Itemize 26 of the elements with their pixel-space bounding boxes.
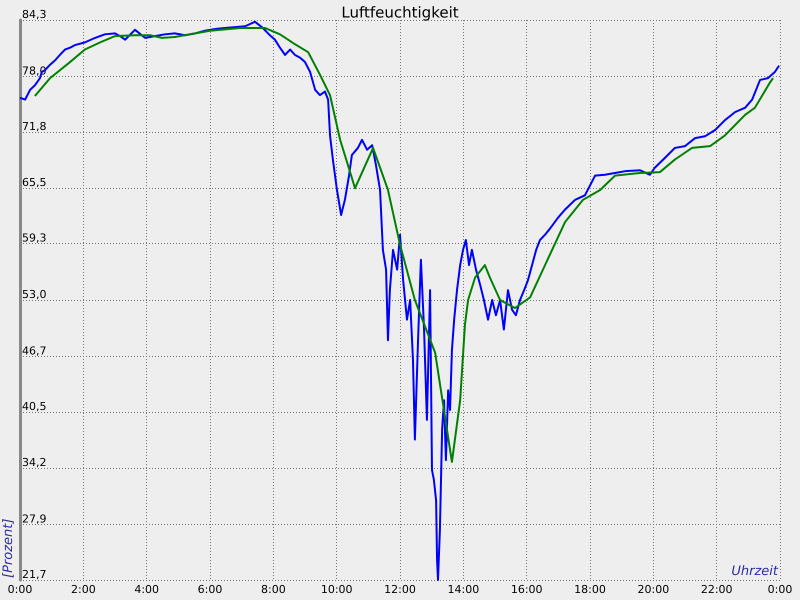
y-tick-label: 59,3 [22, 232, 46, 245]
x-tick-label: 12:00 [384, 583, 416, 596]
y-tick-label: 40,5 [22, 400, 46, 413]
x-tick-label: 22:00 [700, 583, 733, 596]
x-tick-label: 8:00 [260, 583, 286, 596]
x-tick-label: 0:00 [8, 583, 32, 596]
x-axis-title: Uhrzeit [731, 564, 779, 579]
x-tick-label: 14:00 [447, 583, 480, 596]
x-tick-label: 20:00 [637, 583, 670, 596]
y-tick-label: 84,3 [22, 8, 46, 21]
x-tick-label: 16:00 [510, 583, 543, 596]
y-tick-label: 46,7 [22, 344, 46, 358]
chart-title: Luftfeuchtigkeit [341, 4, 459, 22]
y-tick-label: 65,5 [22, 176, 46, 190]
y-axis-title: [Prozent] [1, 518, 16, 578]
x-tick-label: 0:00 [768, 583, 792, 596]
y-tick-label: 34,2 [22, 456, 46, 470]
y-tick-label: 71,8 [22, 120, 46, 133]
x-tick-label: 6:00 [198, 583, 222, 596]
x-tick-label: 10:00 [320, 583, 353, 596]
x-tick-label: 2:00 [70, 583, 96, 596]
y-tick-label: 21,7 [22, 568, 46, 581]
y-tick-label: 53,0 [22, 288, 46, 301]
y-tick-label: 27,9 [22, 512, 46, 526]
x-tick-label: 18:00 [574, 583, 606, 596]
x-tick-label: 4:00 [134, 583, 160, 596]
